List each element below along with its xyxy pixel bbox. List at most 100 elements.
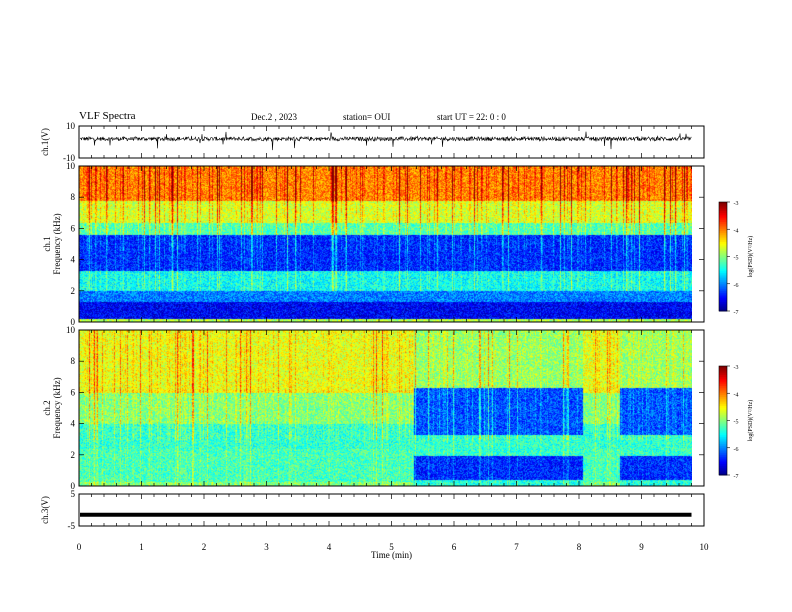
ch1-wave-y-tick-label: 10 xyxy=(66,121,76,131)
colorbar-segment xyxy=(719,447,727,451)
colorbar-segment xyxy=(719,389,727,392)
x-tick-label: 10 xyxy=(700,542,710,552)
x-tick-label: 6 xyxy=(452,542,457,552)
x-tick-label: 0 xyxy=(77,542,82,552)
colorbar-tick-label: -6 xyxy=(734,447,739,453)
colorbar-segment xyxy=(719,236,727,239)
colorbar-segment xyxy=(719,375,727,378)
colorbar-segment xyxy=(719,231,727,234)
colorbar-segment xyxy=(719,203,727,207)
colorbar-segment xyxy=(719,471,727,474)
colorbar-segment xyxy=(719,465,727,469)
colorbar-segment xyxy=(719,391,727,394)
colorbar-segment xyxy=(719,276,727,279)
colorbar-segment xyxy=(719,305,727,308)
colorbar-tick-label: -7 xyxy=(734,474,739,480)
colorbar-segment xyxy=(719,451,727,454)
colorbar-segment xyxy=(719,307,727,310)
colorbar-segment xyxy=(719,418,727,421)
colorbar-segment xyxy=(719,294,727,297)
ch1-wave-y-tick-label: -10 xyxy=(63,153,75,163)
colorbar-segment xyxy=(719,271,727,274)
colorbar-segment xyxy=(719,373,727,376)
colorbar-segment xyxy=(719,202,727,205)
x-axis-label: Time (min) xyxy=(371,550,412,560)
colorbar-segment xyxy=(719,296,727,299)
colorbar-segment xyxy=(719,207,727,210)
colorbar-segment xyxy=(719,272,727,276)
colorbar-segment xyxy=(719,378,727,382)
colorbar-segment xyxy=(719,435,727,438)
colorbar-segment xyxy=(719,422,727,425)
colorbar-segment xyxy=(719,384,727,387)
colorbar-label: log(PSD)(V²/Hz) xyxy=(747,400,754,441)
colorbar-segment xyxy=(719,407,727,411)
colorbar-segment xyxy=(719,245,727,248)
colorbar-segment xyxy=(719,369,727,372)
colorbar-tick-label: -4 xyxy=(734,228,739,234)
colorbar-label: log(PSD)(V²/Hz) xyxy=(747,236,754,277)
colorbar-segment xyxy=(719,281,727,285)
colorbar-segment xyxy=(719,420,727,423)
colorbar-segment xyxy=(719,425,727,429)
chart-title: VLF Spectra xyxy=(79,110,136,122)
colorbar-segment xyxy=(719,260,727,263)
ch2-spec-y-tick-label: 4 xyxy=(71,419,76,429)
ch2-spec-y-tick-label: 6 xyxy=(71,387,76,397)
ch1-spec-y-tick-label: 6 xyxy=(71,223,76,233)
colorbar-segment xyxy=(719,402,727,405)
colorbar-segment xyxy=(719,234,727,238)
colorbar-segment xyxy=(719,223,727,227)
ch1-colorbar: -3 -4 -5 -6 -7 log(PSD)(V²/Hz) xyxy=(718,201,754,316)
colorbar-segment xyxy=(719,398,727,402)
colorbar-segment xyxy=(719,453,727,456)
colorbar-segment xyxy=(719,265,727,268)
x-tick-label: 5 xyxy=(389,542,394,552)
x-tick-label: 9 xyxy=(639,542,644,552)
colorbar-segment xyxy=(719,309,727,312)
colorbar-segment xyxy=(719,212,727,216)
colorbar-segment xyxy=(719,252,727,256)
colorbar-segment xyxy=(719,393,727,396)
x-tick-label: 1 xyxy=(139,542,144,552)
colorbar-segment xyxy=(719,431,727,434)
colorbar-segment xyxy=(719,211,727,214)
ch2-spec-y-tick-label: 0 xyxy=(71,481,76,491)
ch2-spec-y-tick-label: 8 xyxy=(71,356,76,366)
x-tick-label: 8 xyxy=(577,542,582,552)
colorbar-segment xyxy=(719,287,727,290)
date-label: Dec.2 , 2023 xyxy=(251,112,297,122)
ch1-spec-y-tick-label: 10 xyxy=(66,161,76,171)
ch1-spec-y-tick-label: 4 xyxy=(71,255,76,265)
ch1-spectrogram-image xyxy=(79,166,692,322)
colorbar-segment xyxy=(719,214,727,218)
colorbar-segment xyxy=(719,220,727,223)
colorbar-tick-label: -5 xyxy=(734,256,739,262)
ch1-spec-y-tick-label: 0 xyxy=(71,317,76,327)
colorbar-segment xyxy=(719,205,727,208)
colorbar-segment xyxy=(719,247,727,250)
colorbar-segment xyxy=(719,371,727,374)
ch2-spec-y-tick-label: 2 xyxy=(71,450,76,460)
colorbar-segment xyxy=(719,427,727,431)
colorbar-segment xyxy=(719,292,727,296)
colorbar-tick-label: -7 xyxy=(734,310,739,316)
colorbar-tick-label: -4 xyxy=(734,392,739,398)
colorbar-segment xyxy=(719,258,727,261)
colorbar-segment xyxy=(719,240,727,243)
colorbar-segment xyxy=(719,303,727,307)
ch2-spec-ylabel-line2: Frequency (kHz) xyxy=(52,377,62,438)
colorbar-segment xyxy=(719,440,727,443)
x-tick-label: 4 xyxy=(327,542,332,552)
x-tick-label: 3 xyxy=(264,542,269,552)
colorbar-segment xyxy=(719,298,727,301)
colorbar-segment xyxy=(719,209,727,212)
colorbar-segment xyxy=(719,473,727,476)
ch3-ylabel: ch.3(V) xyxy=(40,496,50,524)
x-tick-label: 7 xyxy=(514,542,519,552)
colorbar-segment xyxy=(719,367,727,371)
colorbar-segment xyxy=(719,415,727,418)
ch2-spec-ylabel-line1: ch.2 xyxy=(42,400,52,415)
colorbar-segment xyxy=(719,256,727,259)
